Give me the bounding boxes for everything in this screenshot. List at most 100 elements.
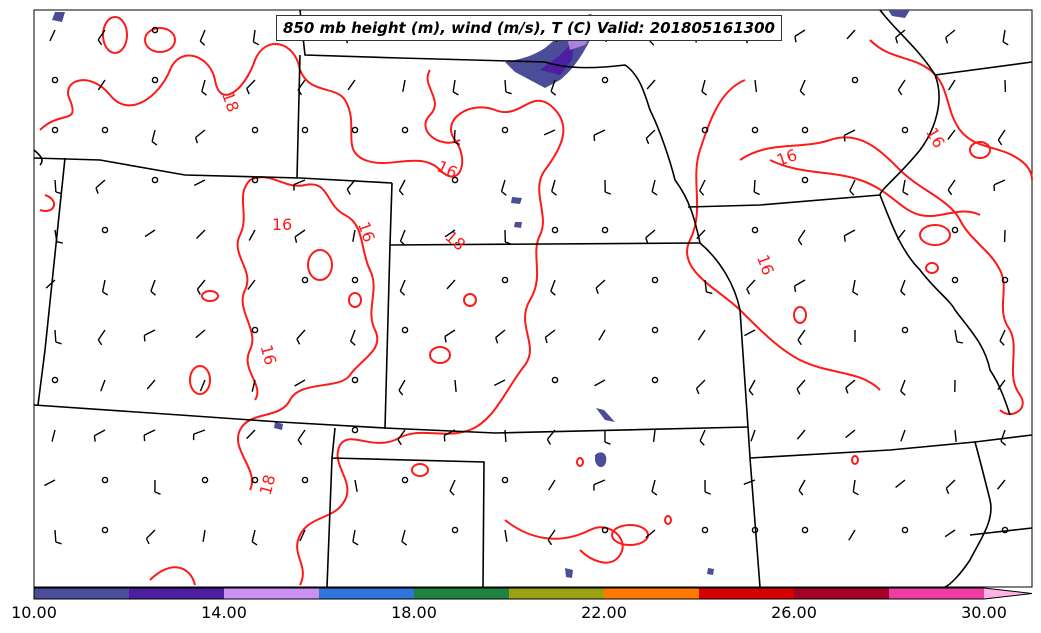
wind-barb bbox=[354, 479, 358, 492]
wind-barb bbox=[446, 279, 456, 290]
calm-wind-marker bbox=[701, 526, 709, 534]
wind-barb bbox=[954, 329, 964, 344]
wind-barb bbox=[352, 529, 359, 546]
wind-barb bbox=[604, 179, 612, 195]
calm-wind-marker bbox=[251, 126, 259, 134]
wind-barb bbox=[454, 379, 457, 392]
calm-wind-marker bbox=[151, 176, 159, 184]
wind-barb bbox=[352, 229, 356, 242]
wind-barb bbox=[796, 429, 806, 440]
wind-barb bbox=[252, 29, 260, 46]
state-boundaries bbox=[33, 9, 1033, 588]
calm-wind-marker bbox=[351, 376, 359, 384]
wind-barb bbox=[100, 379, 106, 392]
colorbar-swatch bbox=[319, 588, 415, 599]
calm-wind-marker bbox=[601, 76, 609, 84]
wind-barb bbox=[944, 529, 956, 538]
wind-barb bbox=[453, 129, 460, 146]
wind-barb bbox=[896, 229, 906, 240]
wind-barb bbox=[143, 329, 156, 342]
wind-barb bbox=[504, 229, 512, 245]
wind-barb bbox=[296, 329, 306, 345]
wind-barb bbox=[346, 179, 356, 195]
wind-barb bbox=[1000, 429, 1007, 446]
colorbar-tick-label: 26.00 bbox=[771, 603, 817, 622]
wind-barb bbox=[598, 329, 606, 341]
wind-barb bbox=[695, 379, 706, 395]
wind-barb bbox=[452, 79, 459, 96]
calm-wind-marker bbox=[151, 26, 159, 34]
wind-barb bbox=[593, 479, 606, 491]
calm-wind-marker bbox=[651, 276, 659, 284]
calm-wind-marker bbox=[51, 76, 59, 84]
wind-barb bbox=[399, 279, 406, 296]
colorbar-swatch bbox=[889, 588, 985, 599]
calm-wind-marker bbox=[551, 376, 559, 384]
calm-wind-marker bbox=[251, 476, 259, 484]
calm-wind-marker bbox=[351, 426, 359, 434]
calm-wind-marker bbox=[201, 476, 209, 484]
contour-label: 18 bbox=[256, 473, 280, 498]
wind-barb bbox=[696, 229, 706, 240]
contour-label: 16 bbox=[272, 215, 292, 234]
wind-barb bbox=[699, 429, 706, 446]
wind-barb bbox=[195, 329, 206, 339]
wind-barb bbox=[743, 479, 756, 485]
wind-barb bbox=[54, 329, 62, 345]
wind-barb bbox=[199, 29, 206, 46]
wind-barb bbox=[1002, 29, 1009, 46]
calm-wind-marker bbox=[851, 76, 859, 84]
wind-barb bbox=[993, 179, 1006, 191]
colorbar-swatch bbox=[34, 588, 130, 599]
calm-wind-marker bbox=[501, 126, 509, 134]
wind-barb bbox=[294, 379, 306, 387]
wind-barb bbox=[646, 79, 656, 90]
wind-barb bbox=[54, 229, 63, 244]
wind-barb bbox=[293, 179, 306, 191]
wind-barb bbox=[652, 429, 656, 442]
wind-barb bbox=[550, 79, 557, 96]
calm-wind-marker bbox=[51, 126, 59, 134]
wind-barb bbox=[999, 329, 1006, 346]
wind-barb bbox=[547, 529, 556, 546]
colorbar-outline bbox=[33, 587, 1033, 600]
wind-barb bbox=[97, 79, 106, 91]
wind-barb bbox=[546, 429, 556, 445]
wind-barb bbox=[595, 279, 606, 294]
wind-barb bbox=[495, 329, 506, 344]
wind-barb bbox=[793, 279, 806, 293]
wind-barb bbox=[347, 79, 356, 91]
map-title: 850 mb height (m), wind (m/s), T (C) Val… bbox=[276, 15, 782, 41]
calm-wind-marker bbox=[151, 76, 159, 84]
wind-barb bbox=[843, 229, 856, 242]
wind-barb bbox=[945, 479, 956, 495]
wind-barb bbox=[551, 179, 557, 196]
wind-barb bbox=[97, 329, 106, 346]
calm-wind-marker bbox=[751, 526, 759, 534]
wind-barb bbox=[796, 379, 806, 395]
wind-barb bbox=[154, 479, 161, 495]
calm-wind-marker bbox=[801, 526, 809, 534]
calm-wind-marker bbox=[1001, 526, 1009, 534]
wind-barb bbox=[797, 329, 806, 346]
wind-barb bbox=[897, 79, 906, 96]
colorbar bbox=[33, 587, 1033, 600]
wind-barb bbox=[895, 479, 906, 488]
wind-barb bbox=[297, 79, 306, 96]
temperature-contours bbox=[39, 16, 1033, 586]
colorbar-tick-label: 14.00 bbox=[201, 603, 247, 622]
wind-barb bbox=[651, 479, 658, 496]
calm-wind-marker bbox=[1001, 276, 1009, 284]
wind-barb bbox=[51, 429, 56, 442]
wind-barb bbox=[699, 179, 706, 196]
calm-wind-marker bbox=[101, 526, 109, 534]
wind-barb bbox=[192, 429, 206, 441]
wind-barb bbox=[945, 29, 956, 44]
colorbar-swatch bbox=[224, 588, 320, 599]
colorbar-tick-label: 18.00 bbox=[391, 603, 437, 622]
calm-wind-marker bbox=[701, 126, 709, 134]
calm-wind-marker bbox=[501, 476, 509, 484]
colorbar-swatch bbox=[794, 588, 890, 599]
wind-barb bbox=[398, 379, 406, 396]
